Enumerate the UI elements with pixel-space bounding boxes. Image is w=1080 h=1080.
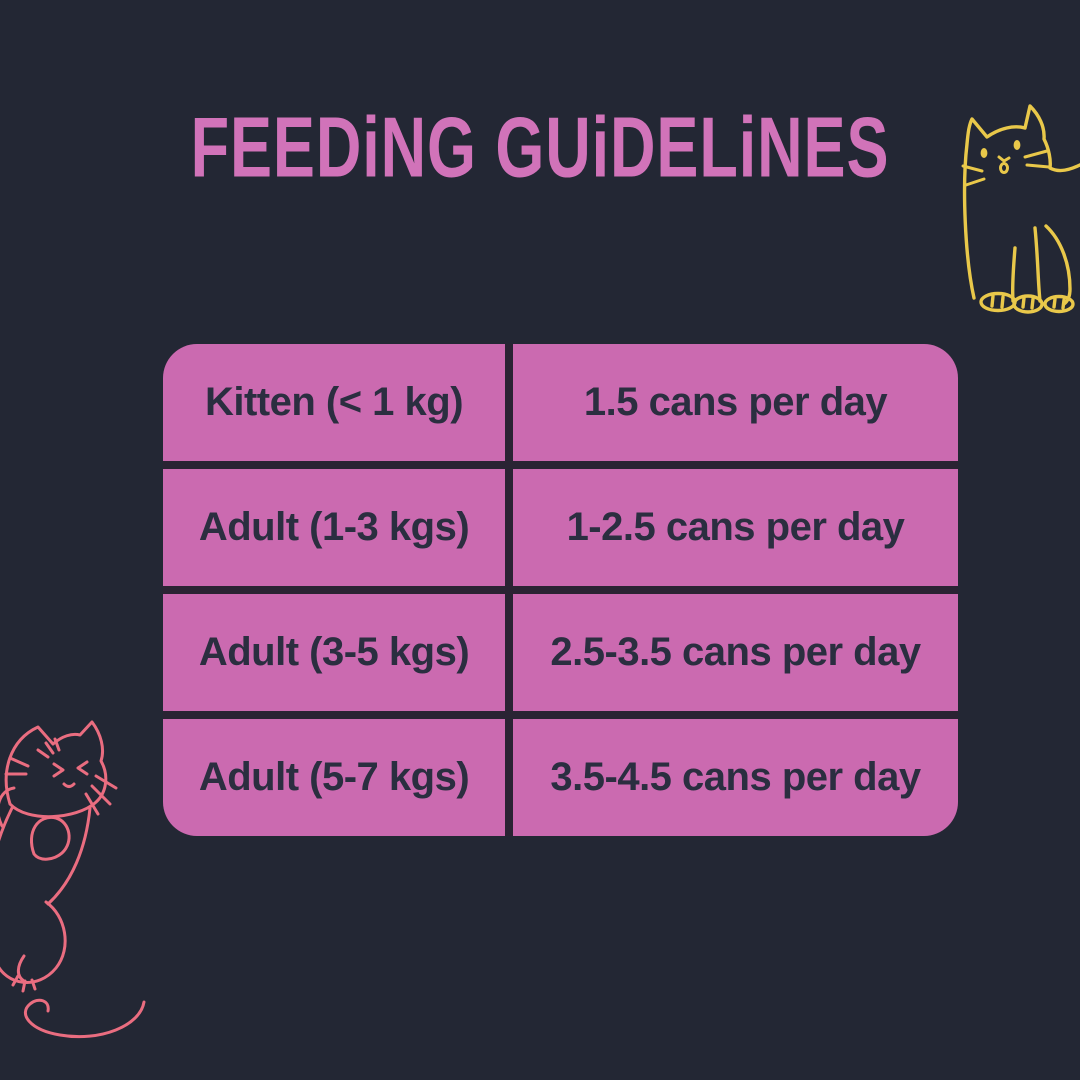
cat-eye <box>1013 140 1021 150</box>
cat-mouth <box>62 782 76 788</box>
cat-mouth <box>999 162 1009 174</box>
table-cell-stage: Kitten (< 1 kg) <box>163 344 505 461</box>
cat-body-outline <box>0 720 146 1039</box>
annoyed-tick-marks <box>36 737 61 759</box>
cat-nose <box>997 155 1011 163</box>
table-cell-amount: 1-2.5 cans per day <box>513 469 958 586</box>
cat-tail <box>23 998 146 1039</box>
table-cell-stage: Adult (5-7 kgs) <box>163 719 505 836</box>
table-cell-stage: Adult (3-5 kgs) <box>163 594 505 711</box>
cat-eye <box>980 148 988 158</box>
lying-cat-illustration <box>0 720 146 1039</box>
cat-closed-eye <box>76 760 89 776</box>
table-cell-amount: 3.5-4.5 cans per day <box>513 719 958 836</box>
cat-closed-eye <box>52 762 65 778</box>
table-cell-amount: 2.5-3.5 cans per day <box>513 594 958 711</box>
table-cell-amount: 1.5 cans per day <box>513 344 958 461</box>
page-title: FEEDiNG GUiDELiNES <box>190 99 890 195</box>
table-cell-stage: Adult (1-3 kgs) <box>163 469 505 586</box>
cat-body-outline <box>962 104 1080 314</box>
cat-whiskers <box>961 149 1051 187</box>
feeding-guidelines-table: Kitten (< 1 kg) 1.5 cans per day Adult (… <box>163 344 958 836</box>
cat-face <box>4 737 118 816</box>
cat-face <box>961 140 1051 187</box>
sitting-cat-illustration <box>961 104 1080 314</box>
cat-whiskers <box>4 756 118 816</box>
